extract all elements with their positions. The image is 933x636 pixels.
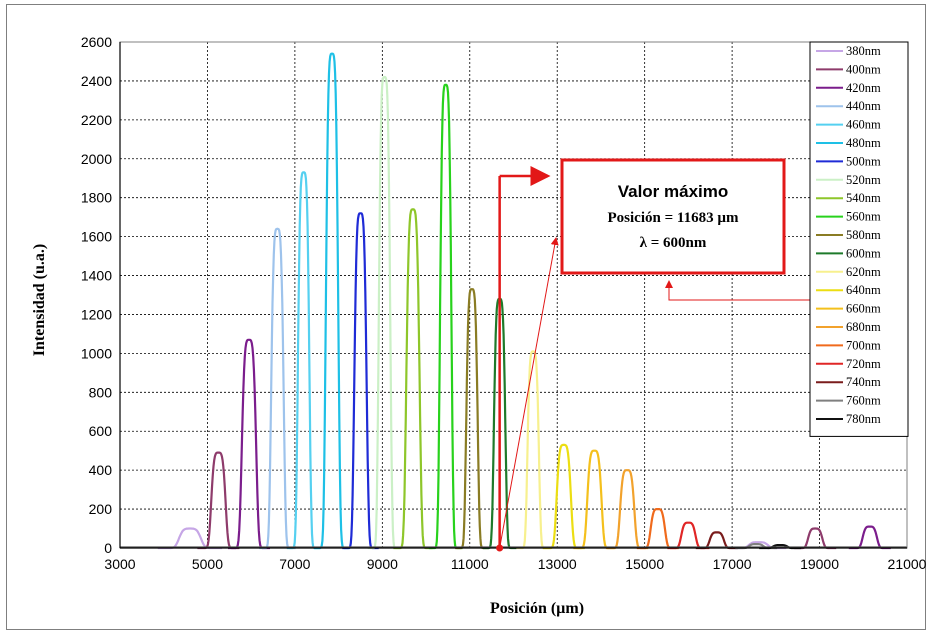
legend-label-480nm: 480nm: [846, 136, 881, 150]
legend-label-660nm: 660nm: [846, 302, 881, 316]
legend-label-640nm: 640nm: [846, 283, 881, 297]
y-tick-label: 1600: [81, 229, 112, 245]
y-tick-label: 2200: [81, 112, 112, 128]
x-tick-label: 9000: [367, 556, 398, 572]
series-line-560nm: [428, 83, 463, 550]
legend-label-400nm: 400nm: [846, 62, 881, 76]
legend-box: [809, 41, 909, 437]
legend-label-780nm: 780nm: [846, 412, 881, 426]
y-tick-label: 800: [89, 384, 113, 400]
series-line-480nm: [313, 52, 351, 550]
legend-label-600nm: 600nm: [846, 246, 881, 260]
chart-frame: 0 200 400 600 800 1000 1200 1400 1600 1800 2000 220…: [6, 4, 927, 630]
series-line-460nm: [286, 171, 321, 550]
x-tick-label: 13000: [538, 556, 577, 572]
y-tick-labels: 0 200 400 600 800 1000 1200 1400 1600 1800 2000 220…: [81, 34, 112, 556]
legend-label-620nm: 620nm: [846, 265, 881, 279]
series-line-660nm: [573, 449, 616, 550]
legend-label-760nm: 760nm: [846, 394, 881, 408]
x-tick-label: 21000: [888, 556, 927, 572]
legend-label-720nm: 720nm: [846, 357, 881, 371]
x-tick-label: 5000: [192, 556, 223, 572]
y-tick-label: 1200: [81, 306, 112, 322]
legend-pointer-arrow: [665, 280, 810, 301]
y-axis-title: Intensidad (u.a.): [31, 244, 48, 356]
diagonal-pointer-arrow: [499, 237, 559, 549]
x-tick-labels: 3000 5000 7000 9000 11000 13000 15000 17000 1900…: [104, 556, 926, 572]
legend-label-700nm: 700nm: [846, 338, 881, 352]
y-tick-label: 2600: [81, 34, 112, 50]
y-tick-label: 2400: [81, 73, 112, 89]
chart: 0 200 400 600 800 1000 1200 1400 1600 1800 2000 220…: [31, 34, 927, 617]
series-line-400nm: [197, 451, 240, 550]
series-line-400nm: [794, 527, 837, 550]
x-tick-label: 17000: [713, 556, 752, 572]
y-tick-label: 1400: [81, 268, 112, 284]
annotation-wavelength: λ = 600nm: [640, 235, 707, 251]
series-line-740nm: [695, 531, 738, 550]
series-line-420nm: [848, 525, 891, 550]
x-tick-label: 19000: [800, 556, 839, 572]
legend-label-540nm: 540nm: [846, 191, 881, 205]
legend: 380nm 400nm 420nm 440nm 460nm 480nm 500nm 520nm…: [809, 41, 909, 437]
y-tick-label: 1000: [81, 345, 112, 361]
x-tick-label: 15000: [625, 556, 664, 572]
annotation: Valor máximo Posición = 11683 µm λ = 600…: [496, 158, 810, 552]
y-tick-label: 600: [89, 423, 113, 439]
legend-label-680nm: 680nm: [846, 320, 881, 334]
y-tick-label: 400: [89, 462, 113, 478]
x-tick-label: 7000: [279, 556, 310, 572]
annotation-position: Posición = 11683 µm: [608, 210, 739, 226]
x-tick-label: 11000: [451, 556, 489, 572]
series-line-540nm: [393, 208, 433, 550]
legend-label-420nm: 420nm: [846, 81, 881, 95]
y-tick-label: 0: [104, 540, 112, 556]
legend-label-560nm: 560nm: [846, 210, 881, 224]
series-line-520nm: [367, 75, 402, 550]
annotation-title: Valor máximo: [618, 182, 729, 201]
annotation-box: [560, 158, 786, 275]
legend-label-380nm: 380nm: [846, 44, 881, 58]
series-line-500nm: [342, 212, 379, 550]
legend-label-580nm: 580nm: [846, 228, 881, 242]
marker-dot: [496, 544, 504, 552]
legend-label-520nm: 520nm: [846, 173, 881, 187]
y-tick-label: 2000: [81, 151, 112, 167]
y-tick-label: 1800: [81, 190, 112, 206]
legend-label-460nm: 460nm: [846, 118, 881, 132]
series-line-620nm: [516, 350, 550, 550]
series-line-720nm: [667, 521, 710, 550]
series-line-640nm: [542, 443, 585, 550]
legend-label-740nm: 740nm: [846, 375, 881, 389]
series-line-440nm: [259, 227, 296, 550]
legend-label-500nm: 500nm: [846, 154, 881, 168]
series-line-700nm: [636, 508, 679, 550]
series-line-380nm: [157, 527, 223, 550]
series-line-420nm: [228, 338, 270, 550]
x-axis-title: Posición (µm): [490, 600, 584, 617]
x-tick-label: 3000: [104, 556, 135, 572]
y-tick-label: 200: [89, 501, 113, 517]
legend-label-440nm: 440nm: [846, 99, 881, 113]
